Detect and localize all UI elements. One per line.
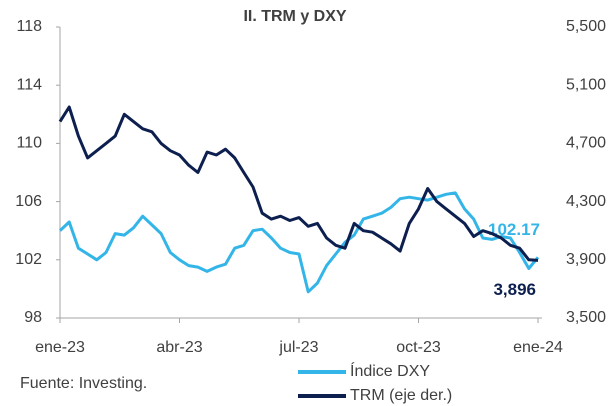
y2-tick-label: 5,100 [566,76,606,93]
y2-tick-label: 4,300 [566,193,606,210]
y2-tick-label: 3,500 [566,309,606,326]
x-tick-label: oct-23 [396,339,441,356]
end-label: 3,896 [493,280,536,299]
y2-tick-label: 4,700 [566,135,606,152]
y-tick-label: 118 [16,18,42,35]
y-tick-label: 98 [24,309,42,326]
x-tick-label: abr-23 [156,339,202,356]
series-line [58,105,539,262]
y-tick-label: 102 [15,251,42,268]
chart-title: II. TRM y DXY [243,8,346,25]
legend-label: Índice DXY [350,361,430,380]
legend-label: TRM (eje der.) [350,387,452,404]
end-label: 102.17 [488,220,540,239]
x-tick-label: ene-24 [513,339,563,356]
source: Fuente: Investing. [20,375,147,392]
y-tick-label: 114 [16,76,42,93]
x-tick-label: ene-23 [35,339,85,356]
y2-tick-label: 5,500 [566,18,606,35]
y2-tick-label: 3,900 [566,251,606,268]
x-tick-label: jul-23 [278,339,318,356]
y-tick-label: 110 [16,135,42,152]
series-line [58,191,540,294]
y-tick-label: 106 [15,193,42,210]
